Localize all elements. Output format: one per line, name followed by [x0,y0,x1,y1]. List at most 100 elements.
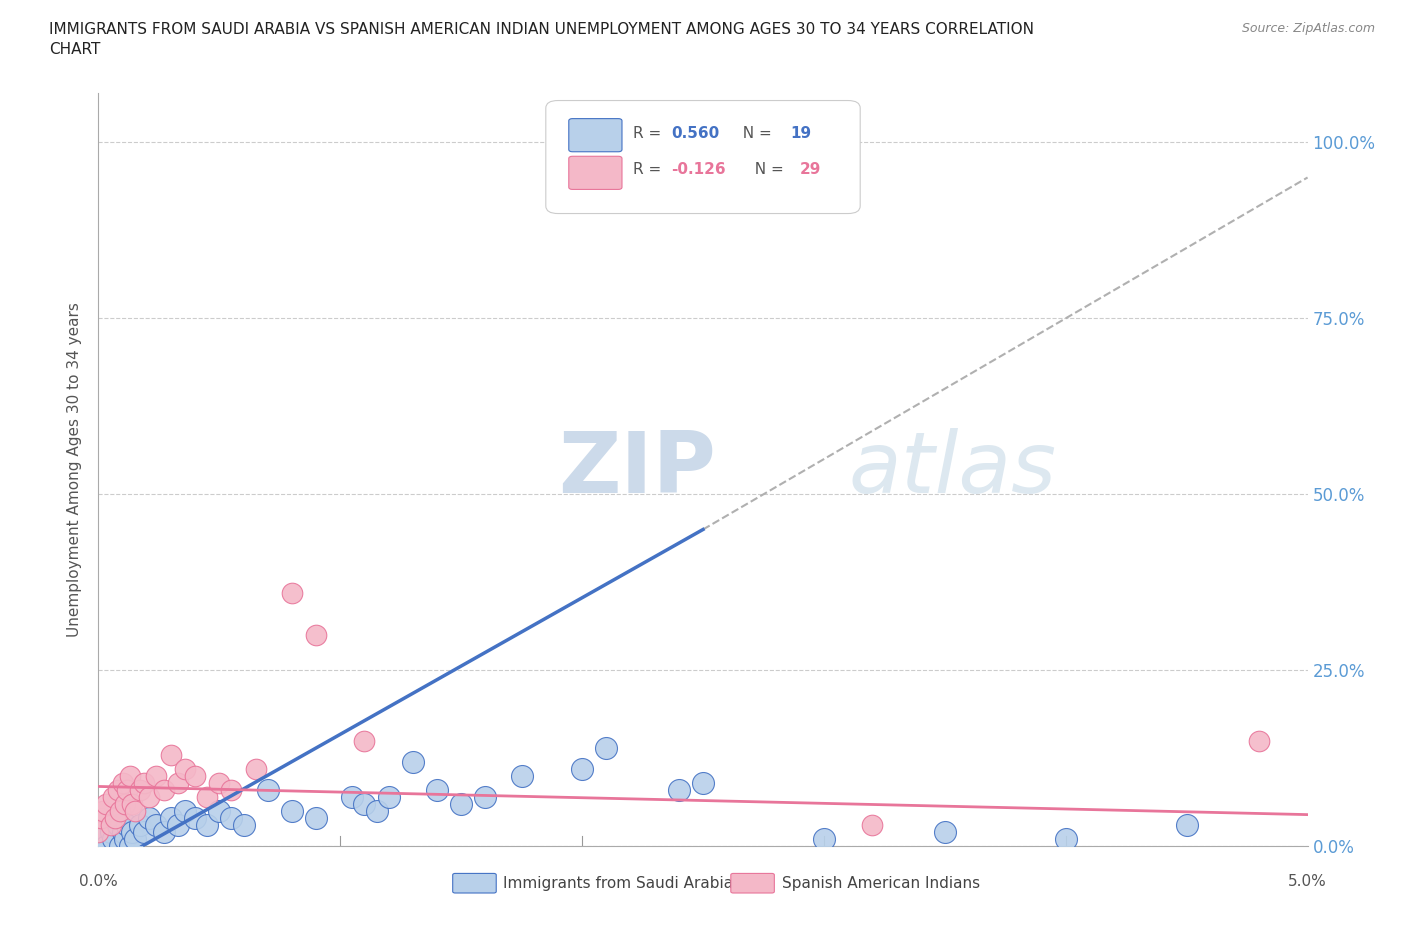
Point [934,825,956,840]
Point [94,839,117,854]
Text: N =: N = [745,163,789,178]
Point [117,817,139,832]
Point [426,782,449,797]
Point [124,804,146,818]
Y-axis label: Unemployment Among Ages 30 to 34 years: Unemployment Among Ages 30 to 34 years [67,302,83,637]
Point [107,817,129,832]
Point [377,790,399,804]
Point [571,762,593,777]
Text: 5.0%: 5.0% [1288,874,1327,889]
Point [860,817,883,832]
Point [510,768,533,783]
Point [474,790,496,804]
Text: R =: R = [633,126,666,141]
Point [813,831,835,846]
Text: N =: N = [734,126,778,141]
Point [118,768,141,783]
Text: Spanish American Indians: Spanish American Indians [782,876,980,891]
Point [152,782,174,797]
Point [184,811,207,826]
Point [305,811,328,826]
Point [121,825,143,840]
Point [138,811,160,826]
Point [256,782,278,797]
Point [134,776,156,790]
Text: 29: 29 [800,163,821,178]
Point [281,804,304,818]
Text: IMMIGRANTS FROM SAUDI ARABIA VS SPANISH AMERICAN INDIAN UNEMPLOYMENT AMONG AGES : IMMIGRANTS FROM SAUDI ARABIA VS SPANISH … [49,22,1035,37]
Text: R =: R = [633,163,666,178]
Point [107,782,129,797]
Point [90,811,112,826]
Text: Source: ZipAtlas.com: Source: ZipAtlas.com [1241,22,1375,35]
FancyBboxPatch shape [731,873,775,893]
Point [174,804,197,818]
Point [94,797,117,812]
Point [145,817,167,832]
FancyBboxPatch shape [569,119,621,152]
Point [108,839,131,854]
FancyBboxPatch shape [569,156,621,190]
Point [111,776,134,790]
Point [402,754,425,769]
Text: CHART: CHART [49,42,101,57]
Point [353,733,375,748]
Point [108,804,131,818]
Point [1175,817,1198,832]
Point [124,831,146,846]
Point [167,776,190,790]
FancyBboxPatch shape [453,873,496,893]
Point [174,762,197,777]
Text: ZIP: ZIP [558,428,716,512]
Point [595,740,617,755]
Text: Immigrants from Saudi Arabia: Immigrants from Saudi Arabia [503,876,734,891]
Point [145,768,167,783]
Point [152,825,174,840]
Point [221,782,243,797]
Point [450,797,472,812]
Text: 19: 19 [790,126,811,141]
Point [100,825,122,840]
Point [195,817,218,832]
Point [184,768,207,783]
Text: 0.560: 0.560 [672,126,720,141]
Point [87,825,110,840]
Point [1249,733,1271,748]
Point [111,825,134,840]
Point [221,811,243,826]
Point [353,797,375,812]
Text: 0.0%: 0.0% [79,874,118,889]
Point [245,762,267,777]
FancyBboxPatch shape [546,100,860,214]
Point [121,797,143,812]
Point [1054,831,1077,846]
Point [167,817,190,832]
Point [117,782,139,797]
Point [342,790,364,804]
Point [138,790,160,804]
Point [101,790,124,804]
Point [91,804,114,818]
Point [281,585,304,600]
Point [128,817,150,832]
Point [232,817,254,832]
Point [208,804,231,818]
Point [134,825,156,840]
Point [692,776,714,790]
Point [366,804,388,818]
Text: atlas: atlas [848,428,1056,512]
Point [114,831,136,846]
Point [160,811,183,826]
Point [195,790,218,804]
Point [118,839,141,854]
Point [87,831,110,846]
Point [668,782,690,797]
Point [208,776,231,790]
Point [128,782,150,797]
Point [104,811,127,826]
Point [100,817,122,832]
Point [114,797,136,812]
Text: -0.126: -0.126 [672,163,725,178]
Point [305,628,328,643]
Point [101,831,124,846]
